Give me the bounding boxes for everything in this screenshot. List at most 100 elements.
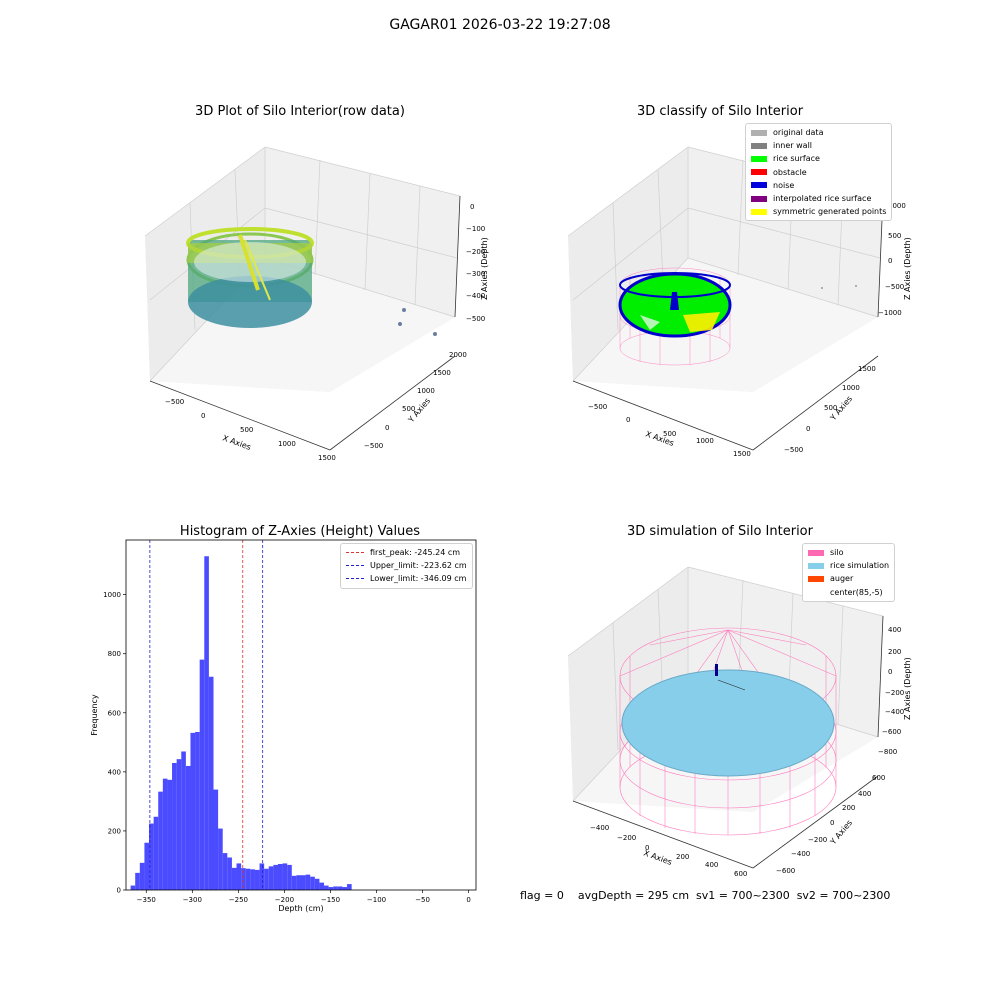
x-tick-label: −200	[275, 896, 294, 904]
svg-text:0: 0	[888, 668, 892, 676]
figure-title: GAGAR01 2026-03-22 19:27:08	[389, 17, 611, 33]
histogram-bar	[222, 853, 228, 890]
svg-text:−500: −500	[588, 403, 607, 411]
plot2-legend: original data inner wall rice surface ob…	[745, 123, 893, 222]
svg-text:−600: −600	[882, 728, 901, 736]
histogram-bar	[181, 751, 186, 890]
histogram-bar	[208, 676, 214, 890]
legend-item-center: center(85,-5)	[830, 587, 883, 597]
svg-text:1500: 1500	[318, 454, 336, 462]
legend-item-silo: silo	[808, 546, 889, 559]
plot4-zlabel: Z Axies (Depth)	[903, 657, 912, 720]
histogram-bar	[149, 823, 154, 890]
histogram-bar	[245, 868, 251, 890]
x-tick-label: −150	[321, 896, 340, 904]
svg-text:1000: 1000	[842, 384, 860, 392]
svg-text:−200: −200	[466, 248, 485, 256]
svg-text:−200: −200	[617, 834, 636, 842]
svg-text:500: 500	[663, 430, 676, 438]
x-tick-label: −300	[183, 896, 202, 904]
svg-text:−300: −300	[466, 270, 485, 278]
histogram-bar	[176, 759, 182, 890]
histogram-reference-lines	[149, 540, 264, 890]
svg-text:2000: 2000	[449, 351, 467, 359]
histogram-bar	[273, 864, 278, 890]
svg-text:0: 0	[626, 416, 630, 424]
y-tick-label: 1000	[103, 591, 121, 599]
svg-text:0: 0	[201, 412, 205, 420]
svg-text:−500: −500	[885, 283, 904, 291]
svg-text:0: 0	[830, 819, 834, 827]
svg-text:1500: 1500	[858, 365, 876, 373]
legend-item-lower-limit: Lower_limit: -346.09 cm	[346, 572, 467, 585]
svg-text:−1000: −1000	[878, 309, 902, 317]
histogram-bar	[139, 862, 145, 890]
svg-text:0: 0	[470, 203, 474, 211]
svg-text:500: 500	[824, 404, 837, 412]
y-tick-label: 800	[108, 650, 121, 658]
y-tick-label: 400	[108, 768, 121, 776]
svg-text:1000: 1000	[278, 440, 296, 448]
histogram-bar	[254, 869, 260, 890]
svg-text:0: 0	[806, 425, 810, 433]
legend-item-auger: auger	[808, 572, 889, 585]
x-tick-label: 0	[466, 896, 470, 904]
y-tick-label: 600	[108, 709, 121, 717]
plot4-x-ticks: −400 −200 0 200 400 600	[590, 824, 747, 878]
svg-text:−100: −100	[466, 225, 485, 233]
svg-text:400: 400	[705, 861, 718, 869]
svg-text:500: 500	[402, 405, 415, 413]
histogram-bar	[162, 778, 168, 890]
legend-item-rice-surface: rice surface	[751, 152, 886, 165]
plot4-legend: silo rice simulation auger center(85,-5)	[802, 543, 896, 602]
svg-text:−400: −400	[590, 824, 609, 832]
histogram-bar	[264, 868, 269, 890]
svg-text:200: 200	[676, 853, 689, 861]
histogram-bar	[287, 864, 292, 890]
histogram-bar	[301, 875, 306, 890]
histogram-y-ticks: 0 200 400 600 800 1000	[103, 591, 126, 895]
svg-text:−600: −600	[776, 867, 795, 875]
plot1-zlabel: Z Axies (Depth)	[480, 237, 489, 300]
x-tick-label: −350	[137, 896, 156, 904]
histogram-bar	[172, 762, 177, 890]
plot2-z-ticks: 1000 500 0 −500 −1000	[878, 202, 906, 317]
legend-item-original-data: original data	[751, 126, 886, 139]
histogram-bar	[144, 842, 150, 890]
legend-item-noise: noise	[751, 179, 886, 192]
histogram-bar	[158, 791, 163, 890]
histogram-bar	[153, 816, 159, 890]
x-tick-label: −50	[415, 896, 430, 904]
y-tick-label: 200	[108, 827, 121, 835]
histogram-bar	[328, 887, 334, 890]
svg-text:1500: 1500	[433, 369, 451, 377]
plot2-y-ticks: −500 0 500 1000 1500	[784, 365, 876, 454]
legend-item-rice-simulation: rice simulation	[808, 559, 889, 572]
plot1-point-cloud	[186, 227, 437, 336]
svg-text:200: 200	[842, 804, 855, 812]
plot4-z-ticks: 400 200 0 −200 −400 −600 −800	[878, 626, 904, 756]
svg-text:500: 500	[240, 426, 253, 434]
x-tick-label: −250	[229, 896, 248, 904]
svg-text:0: 0	[888, 257, 892, 265]
rice-simulation-surface	[621, 669, 835, 777]
plot4-y-ticks: −600 −400 −200 0 200 400 600	[776, 774, 885, 875]
histogram-bar	[135, 872, 140, 890]
svg-text:−400: −400	[791, 850, 810, 858]
histogram-bar	[324, 885, 329, 890]
plot1-axis-lines	[149, 195, 461, 451]
histogram-bar	[314, 878, 320, 890]
plot1-z-ticks: 0 −100 −200 −300 −400 −500	[466, 203, 485, 323]
svg-text:0: 0	[645, 844, 649, 852]
histogram-bar	[190, 732, 196, 890]
legend-item-inner-wall: inner wall	[751, 139, 886, 152]
plot1-x-ticks: −500 0 500 1000 1500	[165, 398, 336, 462]
histogram-bar	[236, 863, 242, 890]
plot1-title: 3D Plot of Silo Interior(row data)	[195, 104, 405, 119]
legend-item-obstacle: obstacle	[751, 166, 886, 179]
plot2-zlabel: Z Axies (Depth)	[903, 237, 912, 300]
legend-item-interpolated: interpolated rice surface	[751, 192, 886, 205]
svg-text:−800: −800	[878, 748, 897, 756]
status-line: flag = 0 avgDepth = 295 cm sv1 = 700~230…	[520, 889, 891, 902]
